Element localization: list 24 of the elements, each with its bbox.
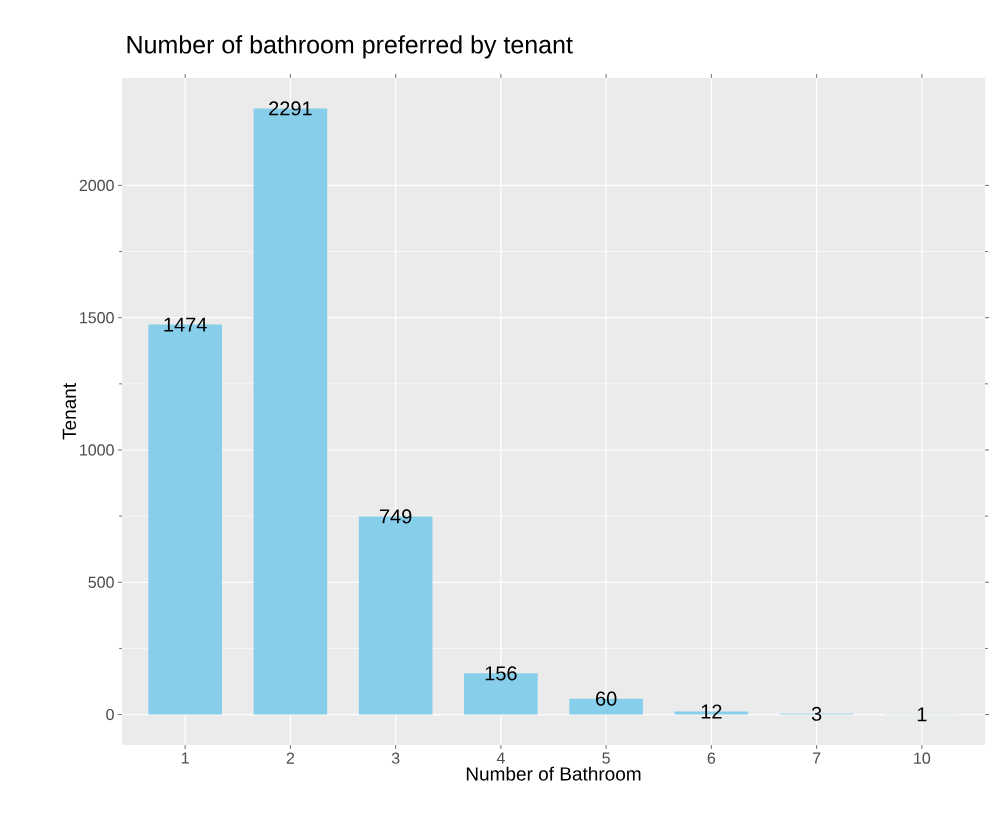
y-tick-label: 500	[88, 576, 114, 588]
data-label: 749	[379, 509, 412, 524]
x-tick-label: 7	[813, 752, 821, 764]
data-label: 12	[701, 704, 722, 719]
x-tick-label: 6	[707, 752, 716, 764]
x-tick-label: 10	[914, 752, 931, 764]
x-tick-label: 1	[181, 752, 189, 764]
data-label: 3	[811, 706, 822, 721]
data-label: 1	[917, 707, 927, 722]
y-tick-label: 2000	[79, 179, 114, 192]
x-tick-label: 3	[391, 752, 400, 764]
y-tick-label: 0	[106, 708, 114, 721]
chart-title: Number of bathroom preferred by tenant	[127, 35, 573, 59]
y-tick-label: 1500	[80, 312, 114, 324]
x-tick-label: 5	[602, 752, 610, 764]
x-tick-label: 2	[286, 752, 295, 764]
data-label: 1474	[164, 317, 207, 332]
y-tick-label: 1000	[80, 444, 114, 456]
y-axis-title: Tenant	[62, 383, 77, 440]
data-label: 156	[485, 666, 517, 681]
x-tick-label: 4	[496, 752, 505, 764]
data-label: 60	[596, 691, 617, 706]
data-label: 2291	[269, 101, 312, 116]
x-axis-title: Number of Bathroom	[466, 766, 641, 781]
